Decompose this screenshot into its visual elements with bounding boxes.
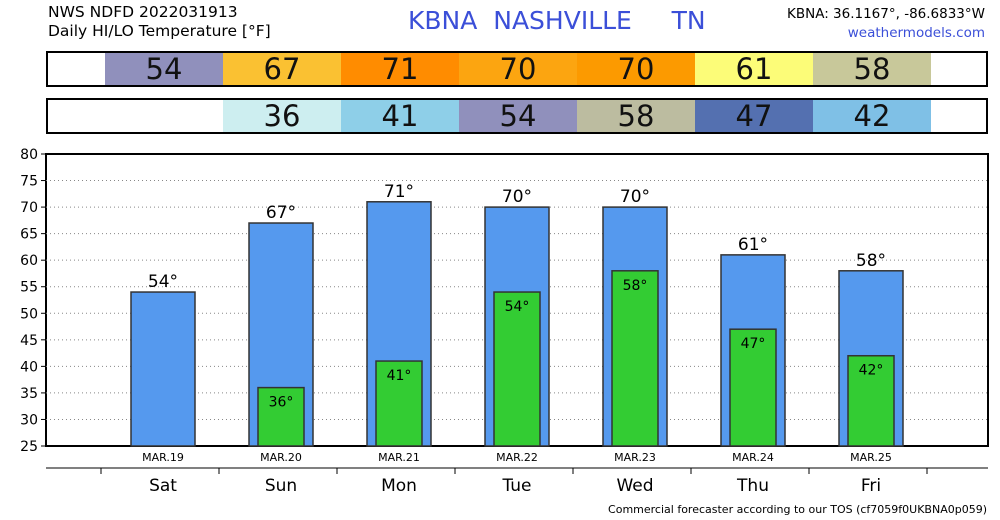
day-label: Tue	[501, 476, 531, 496]
lo-strip-cell: 42	[813, 100, 931, 132]
lo-value-label: 41°	[387, 368, 412, 384]
hi-strip-cell: 71	[341, 53, 459, 85]
footer-note: Commercial forecaster according to our T…	[608, 503, 987, 516]
y-tick-label: 25	[20, 439, 38, 455]
hi-value-label: 70°	[502, 187, 532, 207]
hi-value-label: 67°	[266, 203, 296, 223]
temperature-chart: 25 30 35 40 45 50 55 60 65 70 75 80 54° 67° 71° 70° 70° 6…	[20, 147, 989, 496]
day-label: Fri	[861, 476, 881, 496]
lo-bar	[257, 386, 305, 447]
y-tick-label: 65	[20, 227, 38, 243]
coordinates: KBNA: 36.1167°, -86.6833°W	[786, 6, 985, 22]
hi-value-label: 61°	[738, 235, 768, 255]
y-tick-label: 80	[20, 147, 38, 163]
lo-strip: 36 41 54 58 47 42	[46, 98, 988, 134]
lo-value-label: 36°	[269, 395, 294, 411]
day-label: Thu	[736, 476, 769, 496]
date-label: MAR.20	[260, 451, 302, 464]
lo-strip-cell: 58	[577, 100, 695, 132]
date-label: MAR.23	[614, 451, 656, 464]
y-tick-label: 55	[20, 280, 38, 296]
hi-strip-cell: 67	[223, 53, 341, 85]
hi-strip-cell: 70	[577, 53, 695, 85]
hi-strip-cell: 61	[695, 53, 813, 85]
y-tick-label: 60	[20, 253, 38, 269]
y-tick-label: 35	[20, 386, 38, 402]
hi-strip-cell: 58	[813, 53, 931, 85]
lo-bar	[611, 270, 659, 447]
header-right: KBNA: 36.1167°, -86.6833°W weathermodels…	[787, 5, 985, 43]
y-tick-label: 50	[20, 306, 38, 322]
hi-value-label: 54°	[148, 272, 178, 292]
lo-strip-cell: 36	[223, 100, 341, 132]
lo-strip-cell: 41	[341, 100, 459, 132]
y-tick-label: 30	[20, 412, 38, 428]
day-label: Mon	[381, 476, 417, 496]
lo-value-label: 58°	[623, 278, 648, 294]
date-label: MAR.22	[496, 451, 538, 464]
run-label: NWS NDFD 2022031913	[48, 3, 238, 21]
lo-value-label: 42°	[859, 363, 884, 379]
hi-value-label: 58°	[856, 251, 886, 271]
lo-bar	[493, 291, 541, 447]
lo-value-label: 54°	[505, 299, 530, 315]
lo-bar	[729, 328, 777, 447]
date-label: MAR.24	[732, 451, 774, 464]
header-left: NWS NDFD 2022031913 Daily HI/LO Temperat…	[48, 3, 271, 41]
lo-bar	[375, 360, 423, 447]
hi-bar	[130, 291, 196, 447]
y-tick-label: 70	[20, 200, 38, 216]
lo-strip-cell: 47	[695, 100, 813, 132]
date-label: MAR.21	[378, 451, 420, 464]
day-label: Wed	[616, 476, 653, 496]
product-label: Daily HI/LO Temperature [°F]	[48, 22, 271, 40]
lo-strip-cell: 54	[459, 100, 577, 132]
date-label: MAR.19	[142, 451, 184, 464]
hi-value-label: 70°	[620, 187, 650, 207]
date-label: MAR.25	[850, 451, 892, 464]
y-tick-label: 40	[20, 359, 38, 375]
y-tick-label: 45	[20, 333, 38, 349]
hi-strip-cell: 70	[459, 53, 577, 85]
hi-strip: 54 67 71 70 70 61 58	[46, 51, 988, 87]
lo-value-label: 47°	[741, 336, 766, 352]
hi-strip-cell: 54	[105, 53, 223, 85]
day-label: Sat	[149, 476, 177, 496]
website-link[interactable]: weathermodels.com	[847, 25, 985, 41]
hi-value-label: 71°	[384, 182, 414, 202]
station-title: KBNA NASHVILLE TN	[408, 6, 706, 35]
y-tick-label: 75	[20, 174, 38, 190]
day-label: Sun	[265, 476, 297, 496]
lo-bar	[847, 354, 895, 447]
